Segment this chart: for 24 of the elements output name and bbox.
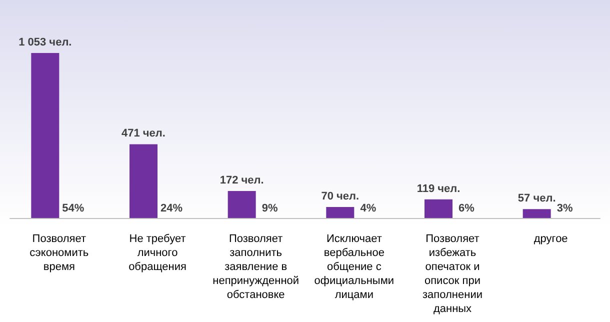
annotation: 6% <box>458 202 475 214</box>
bar <box>31 53 60 218</box>
annotation: 4% <box>360 202 376 214</box>
data-label: 1 053 чел. <box>18 36 72 49</box>
annotation: 24% <box>160 202 183 214</box>
annotation: 9% <box>262 202 278 214</box>
x-tick-label: Позволяет заполнить заявление в непринужденной обстановке <box>212 233 300 301</box>
data-label: 70 чел. <box>321 190 360 203</box>
x-tick-label: Позволяет сэкономить время <box>30 233 89 273</box>
x-tick-label: Позволяет избежать опечаток и описок при заполнении данных <box>422 233 482 315</box>
data-label: 57 чел. <box>518 192 556 205</box>
bar <box>522 209 551 218</box>
annotation: 54% <box>62 202 84 214</box>
data-label: 119 чел. <box>416 182 460 195</box>
annotation: 3% <box>556 202 573 214</box>
data-label: 172 чел. <box>220 174 264 187</box>
bar <box>424 199 452 218</box>
bar <box>130 144 158 218</box>
x-tick-label: Не требует личного обращения <box>128 233 186 273</box>
bar <box>326 207 354 218</box>
data-label: 471 чел. <box>122 128 166 140</box>
bar <box>228 191 256 218</box>
x-tick-label: Исключает вербальное общение с официальными лицами <box>314 233 394 301</box>
x-tick-label: другое <box>534 233 568 245</box>
